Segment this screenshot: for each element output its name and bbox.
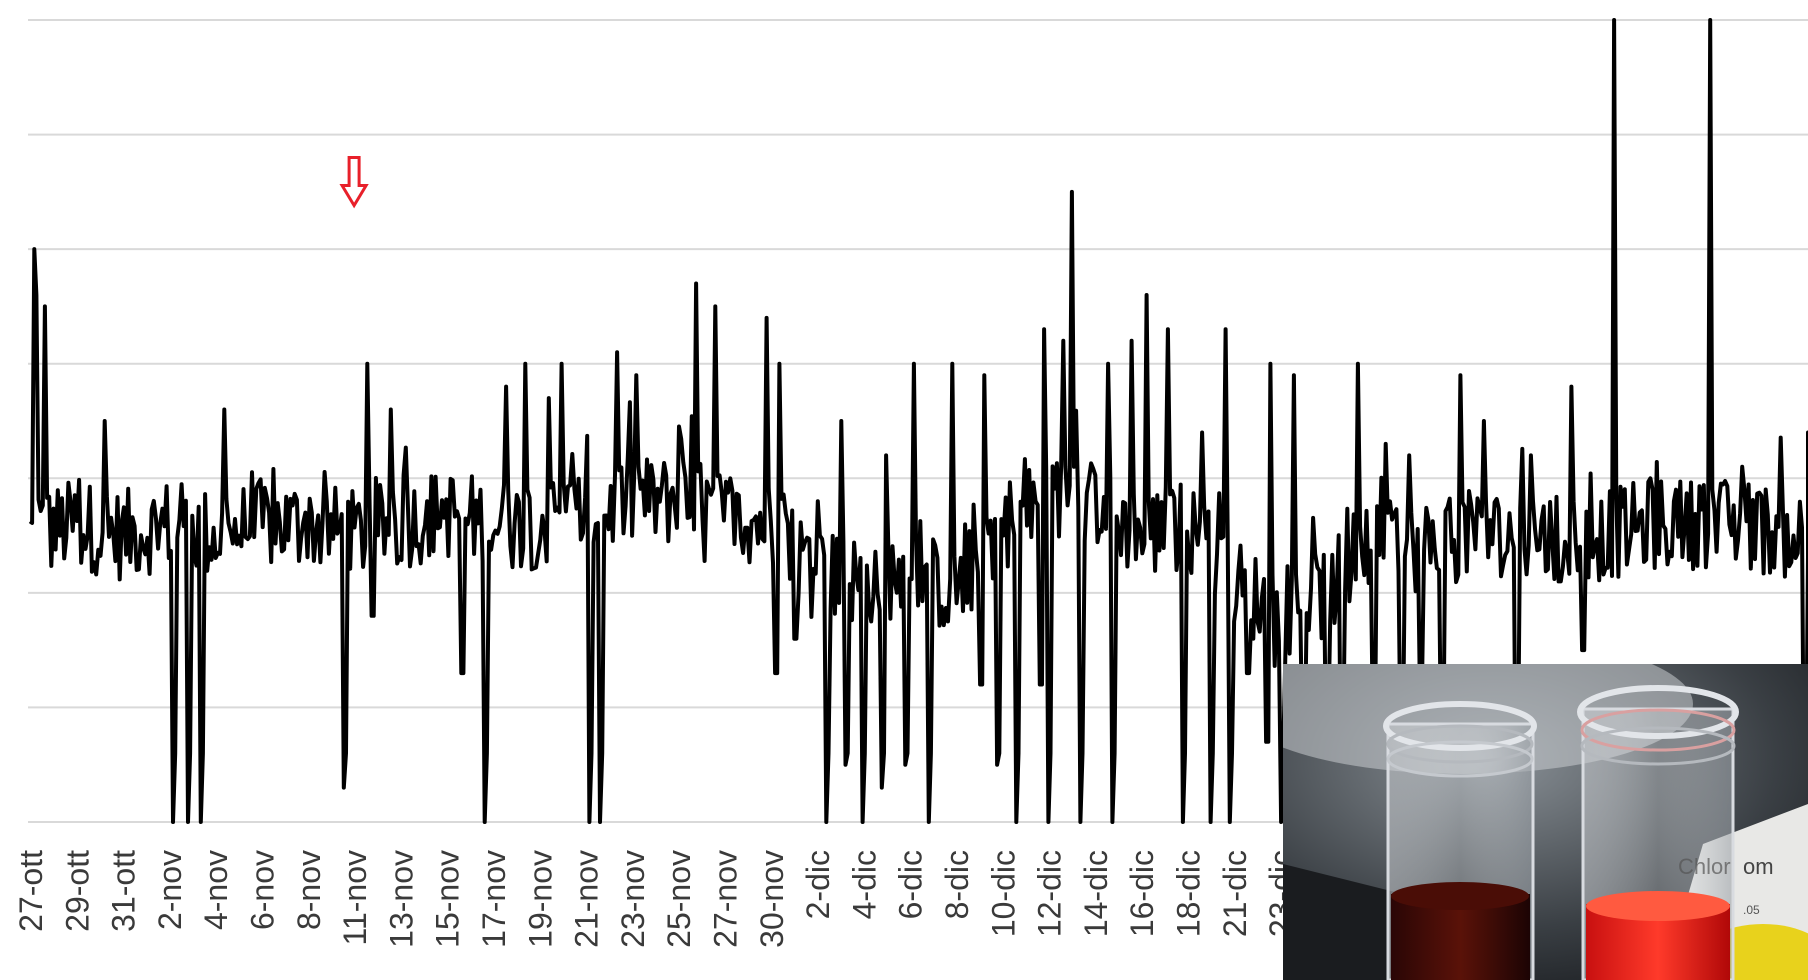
x-tick-label: 27-nov <box>708 850 744 948</box>
x-tick-label: 19-nov <box>522 850 558 948</box>
down-arrow-icon <box>339 155 369 209</box>
x-tick-label: 10-dic <box>985 850 1021 937</box>
x-tick-label: 13-nov <box>383 850 419 948</box>
x-tick-label: 12-dic <box>1032 850 1068 937</box>
x-tick-label: 29-ott <box>59 850 95 932</box>
svg-text:om: om <box>1743 854 1774 879</box>
x-tick-label: 16-dic <box>1124 850 1160 937</box>
x-tick-label: 4-nov <box>198 850 234 930</box>
svg-text:.05: .05 <box>1743 903 1760 917</box>
x-tick-label: 15-nov <box>430 850 466 948</box>
x-tick-label: 17-nov <box>476 850 512 948</box>
x-tick-label: 21-nov <box>569 850 605 948</box>
x-tick-label: 2-dic <box>800 850 836 919</box>
annotation <box>339 155 369 209</box>
x-tick-label: 14-dic <box>1078 850 1114 937</box>
series-line <box>28 18 1808 824</box>
test-tubes-photo-icon: Chlor om .05 <box>1283 664 1808 980</box>
x-tick-label: 27-ott <box>13 850 49 932</box>
x-tick-label: 8-dic <box>939 850 975 919</box>
x-tick-label: 18-dic <box>1171 850 1207 937</box>
x-tick-label: 4-dic <box>846 850 882 919</box>
x-tick-label: 31-ott <box>106 850 142 932</box>
x-tick-label: 6-dic <box>893 850 929 919</box>
x-tick-label: 8-nov <box>291 850 327 930</box>
svg-text:Chlor: Chlor <box>1678 854 1731 879</box>
data-series <box>28 18 1808 824</box>
x-tick-label: 21-dic <box>1217 850 1253 937</box>
x-tick-label: 23-nov <box>615 850 651 948</box>
x-tick-label: 2-nov <box>152 850 188 930</box>
x-tick-label: 25-nov <box>661 850 697 948</box>
x-tick-label: 6-nov <box>245 850 281 930</box>
x-axis-ticks: 27-ott 29-ott 31-ott 2-nov 4-nov 6-nov 8-nov 11… <box>13 850 1299 948</box>
x-tick-label: 11-nov <box>337 850 373 945</box>
x-tick-label: 30-nov <box>754 850 790 948</box>
